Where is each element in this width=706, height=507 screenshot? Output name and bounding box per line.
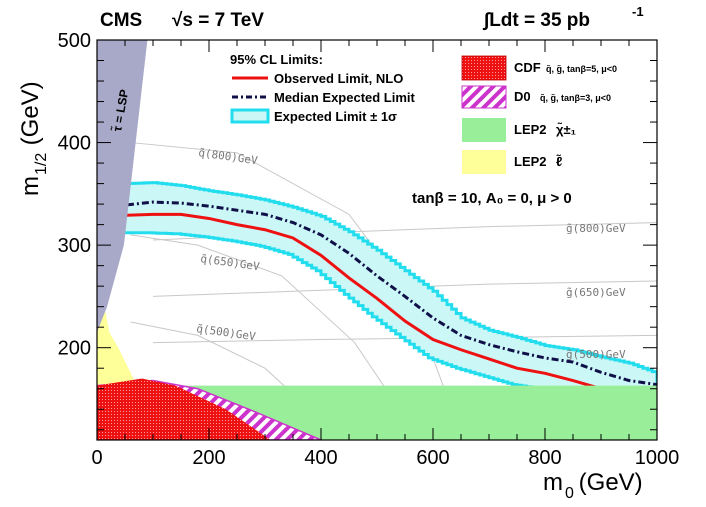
iso-mass-line (130, 234, 400, 410)
model-parameters: tanβ = 10, A₀ = 0, μ > 0 (412, 190, 572, 207)
legend-cdf-detail: q̃, g̃, tanβ=5, μ<0 (546, 64, 617, 74)
plot-area (97, 40, 657, 440)
energy-label: √s = 7 TeV (172, 10, 264, 31)
stau-lsp-region (97, 40, 148, 333)
x-tick-label: 1000 (635, 447, 680, 469)
legend-title: 95% CL Limits: (230, 52, 323, 67)
axis-ticks: 0 200 400 600 800 1000 200 300 400 500 (58, 30, 680, 469)
legend-band-label: Expected Limit ± 1σ (274, 109, 397, 124)
legend-lep-slepton-label: LEP2 (514, 154, 547, 169)
y-tick-label: 400 (58, 133, 91, 155)
iso-gluino-650-label: g̃(650)GeV (566, 286, 626, 299)
lumi-label: ∫Ldt = 35 pb (482, 10, 590, 31)
x-axis-label-unit: (GeV) (572, 469, 643, 496)
observed-limit-line (97, 212, 602, 391)
y-axis-label-main: m (17, 176, 44, 196)
x-axis-label-main: m (543, 469, 563, 496)
lep-slepton-region (97, 311, 134, 389)
legend-cdf-swatch (461, 55, 507, 81)
x-axis-label: m 0 (GeV) (543, 469, 643, 502)
y-tick-label: 500 (58, 30, 91, 52)
legend-right: CDF q̃, g̃, tanβ=5, μ<0 D0 q̃, g̃, tanβ=… (461, 55, 617, 174)
legend-d0-label: D0 (514, 89, 531, 104)
x-axis-label-sub: 0 (565, 485, 574, 502)
stau-lsp-label: τ̃ = LSP (109, 88, 131, 133)
experiment-label: CMS (100, 10, 142, 31)
iso-squark-800-label: q̃(800)GeV (198, 146, 259, 167)
x-tick-label: 600 (416, 447, 449, 469)
x-tick-label: 400 (304, 447, 337, 469)
iso-squark-500-label: q̃(500)GeV (196, 322, 257, 343)
iso-gluino-500-label: g̃(500)GeV (566, 348, 626, 361)
x-tick-label: 0 (91, 447, 102, 469)
y-axis-label-unit: (GeV) (17, 81, 44, 152)
legend-lep-chargino-swatch (462, 118, 506, 142)
iso-squark-650-label: q̃(650)GeV (200, 252, 261, 273)
y-tick-label: 300 (58, 235, 91, 257)
legend-expected-label: Median Expected Limit (274, 90, 416, 105)
legend-d0-swatch (461, 85, 507, 109)
legend-lep-slepton-detail: ℓ̃ (556, 154, 562, 169)
y-axis-label-sub: 1/2 (33, 153, 50, 175)
legend-left: 95% CL Limits: Observed Limit, NLO Media… (230, 52, 416, 124)
legend-lep-chargino-label: LEP2 (514, 122, 547, 137)
legend-lep-slepton-swatch (462, 150, 506, 174)
y-axis-label: m 1/2 (GeV) (17, 81, 50, 196)
x-tick-label: 200 (192, 447, 225, 469)
lumi-exponent: -1 (632, 4, 644, 19)
legend-cdf-label: CDF (514, 60, 541, 75)
expected-band (97, 181, 657, 396)
x-tick-label: 800 (528, 447, 561, 469)
median-expected-line (97, 200, 657, 387)
legend-lep-chargino-detail: χ̃±₁ (556, 122, 576, 137)
legend-band-swatch (230, 108, 270, 124)
iso-gluino-800-label: g̃(800)GeV (566, 222, 626, 235)
y-tick-label: 200 (58, 338, 91, 360)
cdf-excluded-region (97, 378, 271, 440)
legend-observed-label: Observed Limit, NLO (274, 71, 403, 86)
legend-d0-detail: q̃, g̃, tanβ=3, μ<0 (540, 93, 611, 103)
